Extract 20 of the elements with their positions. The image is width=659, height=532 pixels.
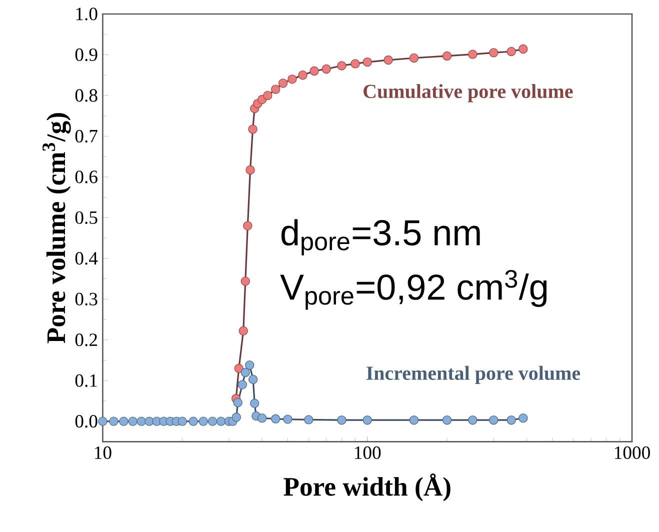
y-tick-label: 0.4	[75, 252, 98, 265]
y-tick-label: 0.3	[75, 292, 98, 306]
x-axis-title: Pore width (Å)	[284, 473, 450, 502]
x-tick-label: 100	[354, 446, 381, 460]
y-tick-label: 0.2	[75, 334, 97, 346]
y-tick-label: 0.1	[75, 374, 97, 387]
y-tick-label: 0.5	[75, 211, 98, 224]
y-tick-label: 0.6	[75, 170, 98, 184]
x-tick-label: 1000	[614, 446, 650, 460]
series-label: Incremental pore volume	[366, 366, 580, 384]
y-axis-title: Pore volume (cm$^{3}$/g)	[42, 113, 71, 344]
series-label: Cumulative pore volume	[364, 84, 573, 102]
y-tick-label: 0.8	[75, 89, 98, 102]
y-tick-label: 1.0	[76, 8, 98, 20]
annotation: V$_{pore}$=0,92 cm$^{3}$/g	[280, 270, 547, 310]
y-tick-label: 0.9	[75, 48, 98, 62]
x-tick-label: 10	[95, 446, 112, 460]
annotation: d$_{pore}$=3.5 nm	[281, 219, 480, 256]
y-tick-label: 0.0	[75, 414, 98, 428]
y-tick-label: 0.7	[75, 130, 98, 143]
